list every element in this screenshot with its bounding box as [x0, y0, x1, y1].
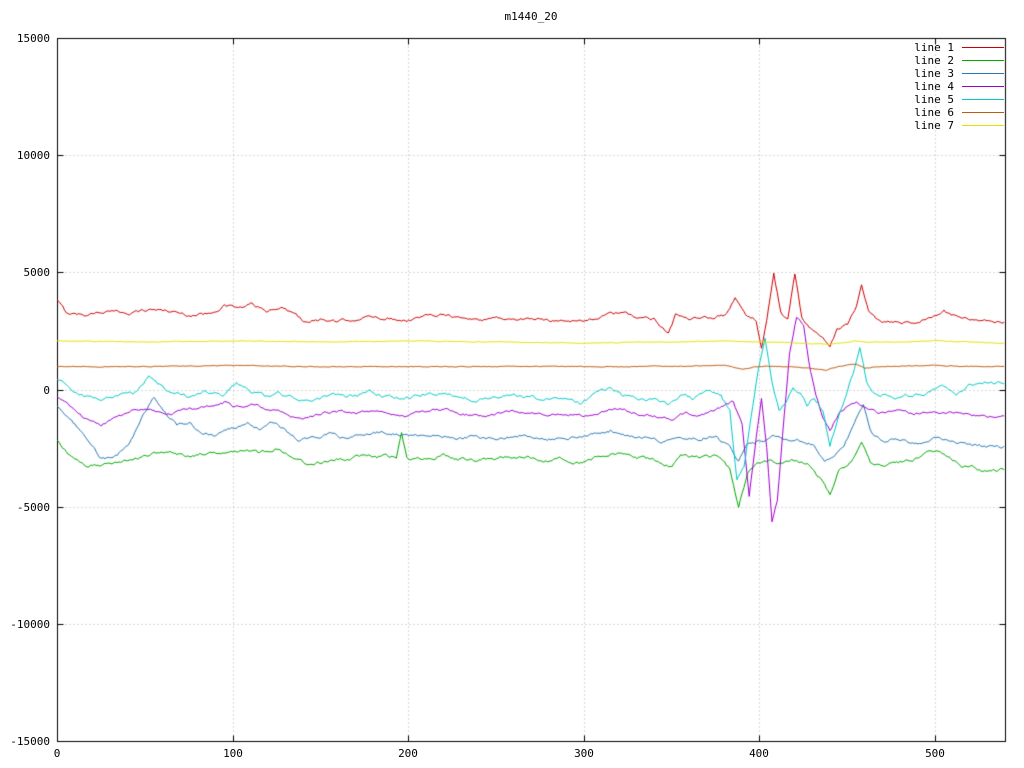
legend-item-label: line 2: [914, 54, 954, 67]
legend-line-sample: [962, 73, 1004, 74]
legend-item-label: line 3: [914, 67, 954, 80]
x-tick-label: 100: [223, 747, 243, 760]
y-tick-label: -15000: [10, 735, 50, 748]
legend-item-label: line 5: [914, 93, 954, 106]
y-tick-label: 0: [43, 384, 50, 397]
legend-item: line 5: [914, 93, 1004, 106]
legend-line-sample: [962, 99, 1004, 100]
legend-item-label: line 4: [914, 80, 954, 93]
y-tick-label: 15000: [16, 32, 50, 45]
legend-line-sample: [962, 60, 1004, 61]
legend-item-label: line 6: [914, 106, 954, 119]
legend-line-sample: [962, 47, 1004, 48]
legend-item: line 3: [914, 67, 1004, 80]
x-tick-label: 200: [398, 747, 418, 760]
legend-item: line 6: [914, 106, 1004, 119]
legend-item-label: line 7: [914, 119, 954, 132]
y-tick-label: -10000: [10, 618, 50, 631]
legend-item-label: line 1: [914, 41, 954, 54]
x-tick-label: 0: [53, 747, 61, 760]
x-tick-label: 300: [574, 747, 594, 760]
x-tick-label: 400: [749, 747, 769, 760]
legend-item: line 7: [914, 119, 1004, 132]
y-tick-label: -5000: [16, 501, 50, 514]
legend-line-sample: [962, 86, 1004, 87]
legend: line 1 line 2 line 3 line 4 line 5 line 6 line…: [914, 41, 1004, 132]
legend-line-sample: [962, 125, 1004, 126]
legend-line-sample: [962, 112, 1004, 113]
legend-item: line 4: [914, 80, 1004, 93]
chart-title: m1440_20: [504, 10, 558, 23]
legend-item: line 1: [914, 41, 1004, 54]
legend-item: line 2: [914, 54, 1004, 67]
y-tick-label: 5000: [23, 266, 51, 279]
x-tick-label: 500: [925, 747, 945, 760]
y-tick-label: 10000: [16, 149, 50, 162]
